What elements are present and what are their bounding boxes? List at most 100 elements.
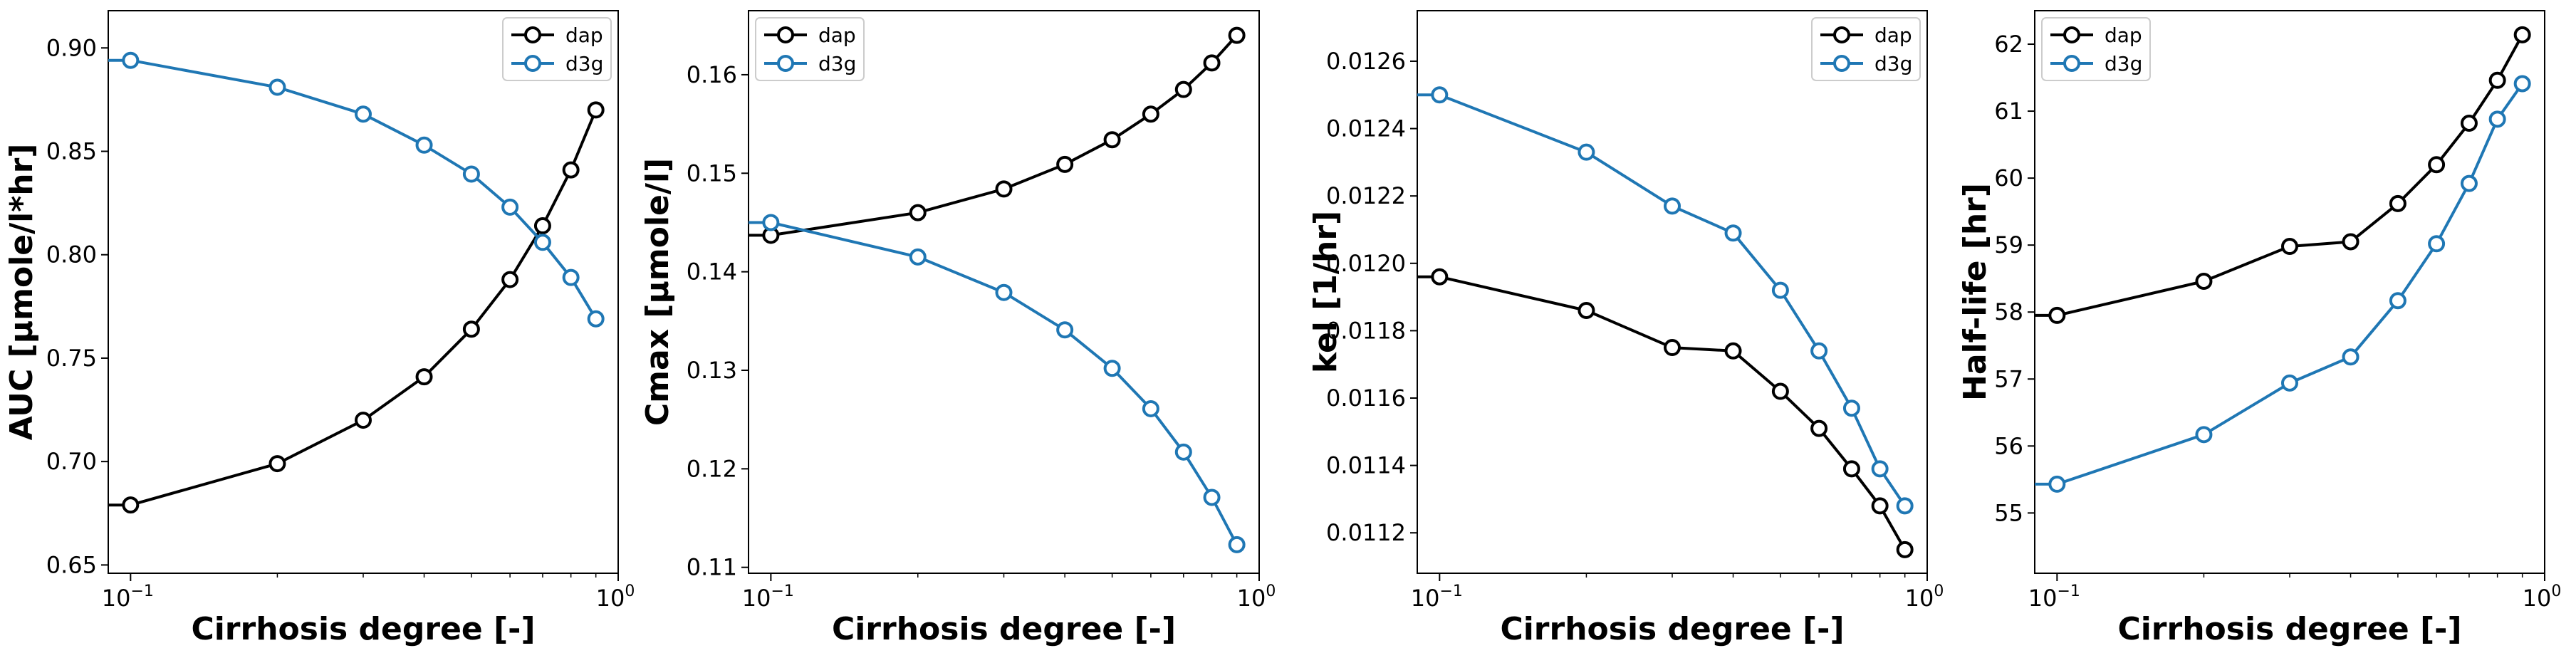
data-point-d3g bbox=[1203, 489, 1221, 506]
legend-marker-d3g bbox=[524, 55, 541, 72]
legend-label-d3g: d3g bbox=[565, 52, 603, 75]
data-point-d3g bbox=[1724, 224, 1742, 242]
data-point-dap bbox=[1174, 80, 1192, 98]
data-point-dap bbox=[462, 320, 480, 338]
series-line-dap bbox=[108, 109, 598, 507]
data-point-d3g bbox=[762, 214, 780, 231]
y-tick-label: 0.0118 bbox=[1326, 317, 1406, 344]
data-point-dap bbox=[995, 180, 1013, 198]
y-axis-label: kel [1/hr] bbox=[1308, 211, 1344, 373]
data-point-dap bbox=[1896, 540, 1914, 558]
data-point-d3g bbox=[355, 105, 372, 123]
y-tick-label: 60 bbox=[1994, 164, 2023, 192]
data-point-d3g bbox=[562, 268, 580, 286]
data-point-dap bbox=[2428, 156, 2446, 174]
x-tick-base: 10 bbox=[102, 585, 131, 612]
y-tick-label: 57 bbox=[1994, 365, 2023, 392]
y-axis-label: Half-life [hr] bbox=[1957, 183, 1993, 401]
y-tick-label: 0.0126 bbox=[1326, 48, 1406, 75]
legend-label-dap: dap bbox=[565, 23, 603, 47]
y-tick-label: 55 bbox=[1994, 499, 2023, 526]
data-point-d3g bbox=[1896, 497, 1914, 515]
data-point-d3g bbox=[415, 136, 433, 154]
data-point-dap bbox=[2513, 26, 2531, 43]
x-axis-label: Cirrhosis degree [-] bbox=[191, 611, 535, 647]
y-tick-label: 62 bbox=[1994, 31, 2023, 58]
y-tick-label: 61 bbox=[1994, 98, 2023, 125]
data-point-d3g bbox=[2513, 75, 2531, 93]
y-tick-label: 0.65 bbox=[46, 551, 97, 578]
data-point-dap bbox=[2389, 194, 2406, 212]
x-tick-base: 10 bbox=[2523, 585, 2552, 612]
x-tick-label: 100 bbox=[1905, 583, 1944, 612]
series-line-dap bbox=[2035, 33, 2524, 317]
x-tick-base: 10 bbox=[596, 585, 625, 612]
data-point-dap bbox=[1431, 268, 1449, 286]
data-point-dap bbox=[122, 496, 140, 514]
y-tick-label: 58 bbox=[1994, 298, 2023, 325]
legend-label-d3g: d3g bbox=[2105, 52, 2142, 75]
data-point-dap bbox=[2048, 306, 2066, 324]
y-axis-label: AUC [µmole/l*hr] bbox=[4, 144, 40, 441]
data-point-dap bbox=[1142, 105, 1159, 123]
y-tick-label: 0.16 bbox=[687, 61, 737, 88]
data-point-dap bbox=[1871, 497, 1889, 515]
data-point-d3g bbox=[1578, 143, 1595, 161]
y-tick-label: 0.0112 bbox=[1326, 519, 1406, 546]
legend-marker-d3g bbox=[2063, 55, 2080, 72]
x-tick-exponent: 0 bbox=[1934, 583, 1944, 600]
series-line-d3g bbox=[1417, 93, 1907, 507]
y-tick-label: 0.75 bbox=[46, 345, 97, 372]
y-tick-label: 0.13 bbox=[687, 357, 737, 384]
x-tick-exponent: 0 bbox=[625, 583, 635, 600]
data-point-d3g bbox=[1771, 281, 1789, 299]
data-point-d3g bbox=[1142, 399, 1159, 417]
plot-frame bbox=[1417, 10, 1928, 574]
data-point-dap bbox=[501, 271, 519, 288]
series-line-dap bbox=[749, 34, 1239, 237]
x-tick-base: 10 bbox=[1237, 585, 1266, 612]
y-tick-label: 0.0122 bbox=[1326, 182, 1406, 209]
data-point-dap bbox=[2195, 272, 2213, 290]
data-point-dap bbox=[587, 101, 605, 119]
x-tick-label: 10−1 bbox=[102, 583, 154, 612]
y-tick-label: 0.70 bbox=[46, 448, 97, 475]
data-point-dap bbox=[1203, 54, 1221, 72]
data-point-dap bbox=[1056, 155, 1074, 173]
data-point-d3g bbox=[1871, 460, 1889, 478]
data-point-dap bbox=[1228, 26, 1246, 44]
y-tick-label: 0.90 bbox=[46, 34, 97, 61]
data-point-d3g bbox=[2281, 374, 2298, 392]
data-point-d3g bbox=[995, 283, 1013, 301]
data-point-dap bbox=[268, 455, 286, 473]
data-point-dap bbox=[2342, 233, 2359, 251]
x-tick-label: 10−1 bbox=[1411, 583, 1463, 612]
y-tick-label: 0.0114 bbox=[1326, 452, 1406, 479]
legend: dap d3g bbox=[1811, 17, 1921, 81]
series-line-d3g bbox=[108, 58, 598, 320]
y-tick-label: 0.12 bbox=[687, 455, 737, 482]
data-point-d3g bbox=[1664, 197, 1681, 215]
legend-marker-dap bbox=[524, 26, 541, 43]
legend-marker-d3g bbox=[1833, 55, 1850, 72]
data-point-d3g bbox=[2195, 426, 2213, 444]
x-axis-label: Cirrhosis degree [-] bbox=[832, 611, 1176, 647]
legend-label-d3g: d3g bbox=[818, 52, 856, 75]
legend-marker-dap bbox=[2063, 26, 2080, 43]
y-tick-label: 0.14 bbox=[687, 258, 737, 286]
x-tick-base: 10 bbox=[1411, 585, 1440, 612]
data-point-dap bbox=[1664, 339, 1681, 357]
series-line-dap bbox=[1417, 275, 1907, 550]
data-point-d3g bbox=[1810, 342, 1828, 360]
data-point-d3g bbox=[1103, 360, 1121, 377]
legend-label-dap: dap bbox=[818, 23, 856, 47]
data-point-d3g bbox=[1228, 536, 1246, 553]
x-tick-label: 10−1 bbox=[2028, 583, 2080, 612]
data-point-d3g bbox=[462, 165, 480, 183]
data-point-dap bbox=[533, 217, 551, 235]
data-point-d3g bbox=[2460, 174, 2478, 192]
x-tick-label: 100 bbox=[2523, 583, 2562, 612]
data-point-d3g bbox=[1431, 86, 1449, 104]
